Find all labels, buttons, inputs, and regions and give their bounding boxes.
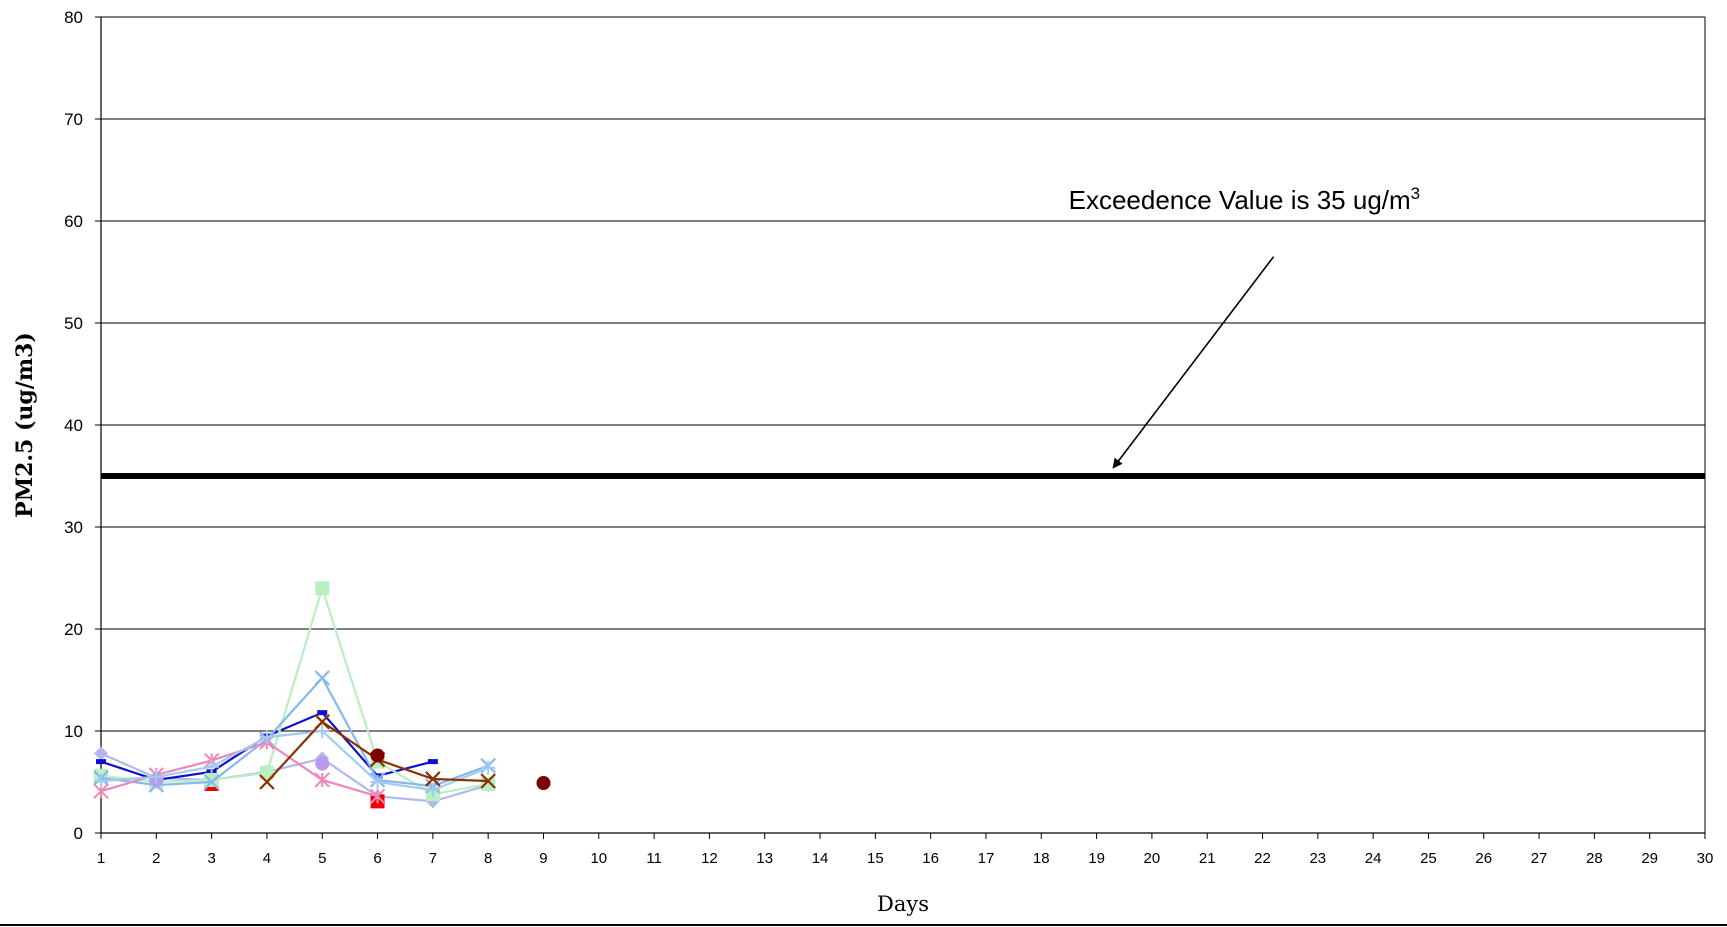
data-point (425, 771, 441, 787)
series-9 (259, 714, 496, 790)
y-tick-label: 30 (64, 518, 83, 537)
y-tick-label: 80 (64, 8, 83, 27)
data-point (315, 756, 330, 771)
x-tick-label: 27 (1531, 850, 1548, 867)
x-tick-label: 30 (1697, 850, 1714, 867)
x-tick-label: 16 (922, 850, 939, 867)
y-tick-label: 0 (74, 824, 83, 843)
data-point (204, 759, 219, 774)
data-point (481, 760, 496, 775)
x-tick-label: 29 (1641, 850, 1658, 867)
y-tick-label: 70 (64, 110, 83, 129)
data-point (481, 777, 496, 792)
x-tick-label: 20 (1144, 850, 1161, 867)
data-point (369, 788, 386, 804)
gridlines (95, 16, 1705, 834)
x-tick-label: 7 (429, 850, 437, 867)
x-tick-label: 9 (539, 850, 547, 867)
y-tick-label: 40 (64, 416, 83, 435)
data-point (96, 759, 106, 765)
x-tick-label: 8 (484, 850, 492, 867)
x-tick-label: 18 (1033, 850, 1050, 867)
x-tick-label: 5 (318, 850, 326, 867)
data-point (370, 748, 385, 763)
x-tick-label: 10 (590, 850, 607, 867)
series-8 (94, 724, 496, 798)
x-tick-label: 13 (756, 850, 773, 867)
exceedence-annotation: Exceedence Value is 35 ug/m3 (1069, 184, 1421, 215)
x-tick-label: 12 (701, 850, 718, 867)
data-point (314, 670, 331, 686)
y-axis-title: PM2.5 (ug/m3) (12, 332, 38, 518)
x-tick-label: 3 (207, 850, 215, 867)
y-tick-label: 20 (64, 620, 83, 639)
x-tick-label: 23 (1309, 850, 1326, 867)
x-tick-label: 21 (1199, 850, 1216, 867)
data-point (259, 774, 275, 790)
x-tick-labels: 1 2 3 4 5 6 7 8 9 10 11 12 13 14 15 16 17 18 19 20 21 22 23 24 2… (97, 833, 1714, 867)
series-line (100, 676, 489, 788)
x-tick-label: 1 (97, 850, 105, 867)
data-point (259, 765, 274, 780)
x-tick-label: 6 (373, 850, 381, 867)
x-tick-label: 17 (978, 850, 995, 867)
annotation: Exceedence Value is 35 ug/m3 (1069, 184, 1421, 469)
data-point (149, 769, 164, 784)
data-point (425, 783, 440, 798)
x-tick-label: 19 (1088, 850, 1105, 867)
annotation-text: Exceedence Value is 35 ug/m (1069, 185, 1411, 215)
x-tick-label: 15 (867, 850, 884, 867)
x-tick-label: 26 (1475, 850, 1492, 867)
data-point (259, 730, 274, 745)
y-tick-label: 50 (64, 314, 83, 333)
y-tick-labels: 0 10 20 30 40 50 60 70 80 (64, 8, 83, 843)
data-point (370, 775, 385, 789)
annotation-superscript: 3 (1411, 184, 1420, 203)
y-tick-label: 60 (64, 212, 83, 231)
data-point (314, 772, 330, 788)
series-10 (370, 748, 551, 791)
x-tick-label: 11 (646, 850, 662, 867)
data-point (536, 776, 551, 791)
data-point (204, 772, 219, 787)
data-point (317, 710, 328, 716)
data-point (94, 746, 108, 761)
x-tick-label: 22 (1254, 850, 1271, 867)
data-point (203, 774, 220, 790)
series-4 (94, 581, 496, 802)
x-tick-label: 28 (1586, 850, 1603, 867)
x-tick-label: 14 (812, 850, 829, 867)
data-point (94, 773, 108, 788)
x-tick-label: 24 (1365, 850, 1382, 867)
x-tick-label: 4 (263, 850, 271, 867)
series-line (100, 729, 489, 792)
x-tick-label: 25 (1420, 850, 1437, 867)
data-point (314, 714, 331, 730)
x-tick-label: 2 (152, 850, 160, 867)
data-point (427, 759, 438, 765)
x-axis-title: Days (877, 892, 929, 916)
data-point (315, 724, 330, 738)
axes (100, 17, 1706, 834)
data-point (315, 581, 330, 596)
data-point (480, 773, 496, 789)
y-tick-label: 10 (64, 722, 83, 741)
data-series (93, 581, 551, 809)
annotation-arrow (1112, 256, 1275, 469)
